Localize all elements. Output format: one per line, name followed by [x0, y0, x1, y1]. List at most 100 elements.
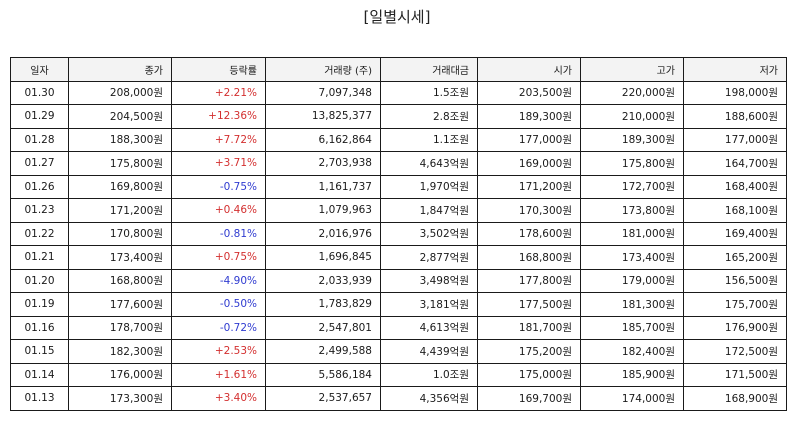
cell-date: 01.15: [10, 339, 69, 364]
cell-date: 01.16: [10, 315, 69, 340]
cell-close: 177,600원: [68, 292, 172, 317]
cell-change: +3.71%: [171, 151, 266, 176]
cell-high: 181,000원: [580, 221, 684, 246]
cell-date: 01.23: [10, 198, 69, 223]
cell-low: 168,100원: [683, 198, 787, 223]
cell-open: 178,600원: [477, 221, 581, 246]
cell-close: 208,000원: [68, 80, 172, 105]
cell-amount: 4,356억원: [380, 386, 478, 411]
cell-close: 204,500원: [68, 104, 172, 129]
cell-open: 175,200원: [477, 339, 581, 364]
cell-date: 01.30: [10, 80, 69, 105]
cell-low: 171,500원: [683, 362, 787, 387]
cell-open: 203,500원: [477, 80, 581, 105]
cell-change: +0.75%: [171, 245, 266, 270]
column-header-change: 등락률: [171, 57, 266, 82]
cell-amount: 1.1조원: [380, 127, 478, 152]
table-row: 01.26 169,800원 -0.75% 1,161,737 1,970억원 171,2…: [10, 174, 787, 199]
table-row: 01.21 173,400원 +0.75% 1,696,845 2,877억원 168,8…: [10, 245, 787, 270]
cell-volume: 6,162,864: [265, 127, 381, 152]
cell-change: -4.90%: [171, 268, 266, 293]
column-header-close: 종가: [68, 57, 172, 82]
table-header-row: 일자 종가 등락률 거래량 (주) 거래대금 시가 고가 저가: [10, 57, 787, 82]
cell-amount: 2,877억원: [380, 245, 478, 270]
table-row: 01.30 208,000원 +2.21% 7,097,348 1.5조원 203,500…: [10, 80, 787, 105]
cell-volume: 2,033,939: [265, 268, 381, 293]
cell-date: 01.14: [10, 362, 69, 387]
cell-close: 182,300원: [68, 339, 172, 364]
cell-open: 169,700원: [477, 386, 581, 411]
cell-amount: 4,439억원: [380, 339, 478, 364]
cell-open: 170,300원: [477, 198, 581, 223]
cell-date: 01.13: [10, 386, 69, 411]
cell-high: 172,700원: [580, 174, 684, 199]
cell-change: +2.21%: [171, 80, 266, 105]
cell-low: 169,400원: [683, 221, 787, 246]
cell-date: 01.22: [10, 221, 69, 246]
cell-volume: 1,161,737: [265, 174, 381, 199]
cell-low: 165,200원: [683, 245, 787, 270]
cell-amount: 4,613억원: [380, 315, 478, 340]
table-row: 01.27 175,800원 +3.71% 2,703,938 4,643억원 169,0…: [10, 151, 787, 176]
cell-date: 01.26: [10, 174, 69, 199]
cell-volume: 5,586,184: [265, 362, 381, 387]
column-header-amount: 거래대금: [380, 57, 478, 82]
cell-change: +3.40%: [171, 386, 266, 411]
cell-high: 185,700원: [580, 315, 684, 340]
cell-amount: 1.5조원: [380, 80, 478, 105]
cell-change: +7.72%: [171, 127, 266, 152]
cell-amount: 1,970억원: [380, 174, 478, 199]
daily-price-table: 일자 종가 등락률 거래량 (주) 거래대금 시가 고가 저가 01.30 208…: [10, 57, 787, 411]
cell-low: 172,500원: [683, 339, 787, 364]
cell-amount: 1,847억원: [380, 198, 478, 223]
cell-close: 169,800원: [68, 174, 172, 199]
cell-date: 01.20: [10, 268, 69, 293]
cell-volume: 2,703,938: [265, 151, 381, 176]
cell-open: 177,800원: [477, 268, 581, 293]
cell-close: 170,800원: [68, 221, 172, 246]
cell-change: +12.36%: [171, 104, 266, 129]
page-title: [일별시세]: [363, 8, 431, 26]
table-row: 01.20 168,800원 -4.90% 2,033,939 3,498억원 177,8…: [10, 268, 787, 293]
cell-volume: 7,097,348: [265, 80, 381, 105]
cell-high: 182,400원: [580, 339, 684, 364]
cell-low: 198,000원: [683, 80, 787, 105]
table-row: 01.22 170,800원 -0.81% 2,016,976 3,502억원 178,6…: [10, 221, 787, 246]
cell-open: 189,300원: [477, 104, 581, 129]
cell-open: 175,000원: [477, 362, 581, 387]
cell-date: 01.27: [10, 151, 69, 176]
cell-volume: 2,537,657: [265, 386, 381, 411]
cell-date: 01.29: [10, 104, 69, 129]
table-row: 01.28 188,300원 +7.72% 6,162,864 1.1조원 177,000…: [10, 127, 787, 152]
table-row: 01.15 182,300원 +2.53% 2,499,588 4,439억원 175,2…: [10, 339, 787, 364]
table-row: 01.29 204,500원 +12.36% 13,825,377 2.8조원 189,3…: [10, 104, 787, 129]
cell-low: 177,000원: [683, 127, 787, 152]
cell-open: 181,700원: [477, 315, 581, 340]
cell-open: 177,500원: [477, 292, 581, 317]
cell-close: 168,800원: [68, 268, 172, 293]
cell-date: 01.21: [10, 245, 69, 270]
cell-volume: 1,079,963: [265, 198, 381, 223]
cell-high: 175,800원: [580, 151, 684, 176]
cell-close: 173,400원: [68, 245, 172, 270]
cell-high: 220,000원: [580, 80, 684, 105]
table-row: 01.13 173,300원 +3.40% 2,537,657 4,356억원 169,7…: [10, 386, 787, 411]
cell-high: 185,900원: [580, 362, 684, 387]
cell-volume: 1,696,845: [265, 245, 381, 270]
column-header-open: 시가: [477, 57, 581, 82]
cell-amount: 4,643억원: [380, 151, 478, 176]
cell-change: -0.72%: [171, 315, 266, 340]
column-header-volume: 거래량 (주): [265, 57, 381, 82]
cell-change: +0.46%: [171, 198, 266, 223]
cell-high: 181,300원: [580, 292, 684, 317]
cell-close: 173,300원: [68, 386, 172, 411]
cell-low: 168,400원: [683, 174, 787, 199]
cell-close: 175,800원: [68, 151, 172, 176]
cell-low: 168,900원: [683, 386, 787, 411]
cell-high: 174,000원: [580, 386, 684, 411]
table-row: 01.14 176,000원 +1.61% 5,586,184 1.0조원 175,000…: [10, 362, 787, 387]
cell-change: +1.61%: [171, 362, 266, 387]
table-row: 01.16 178,700원 -0.72% 2,547,801 4,613억원 181,7…: [10, 315, 787, 340]
cell-close: 176,000원: [68, 362, 172, 387]
cell-close: 171,200원: [68, 198, 172, 223]
